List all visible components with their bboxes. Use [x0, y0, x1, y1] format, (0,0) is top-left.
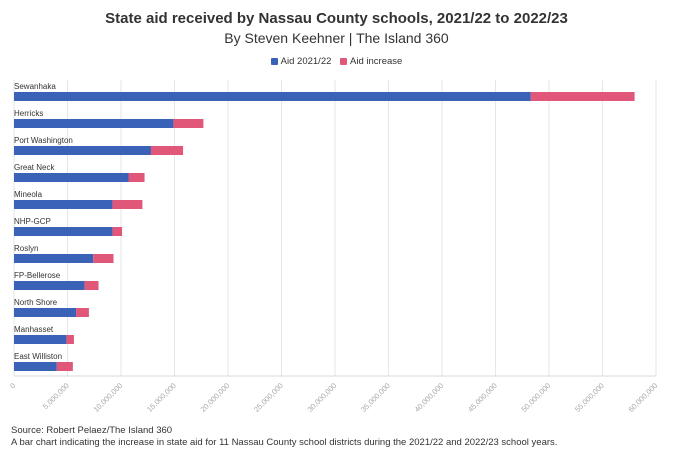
legend-label-aid: Aid 2021/22 [280, 56, 332, 67]
bar-aid-2021-22[interactable] [14, 173, 129, 182]
x-tick-label: 45,000,000 [466, 381, 499, 414]
bar-aid-increase[interactable] [56, 362, 73, 371]
bar-aid-2021-22[interactable] [14, 227, 113, 236]
legend-item-aid[interactable]: Aid 2021/22 [270, 56, 332, 67]
chart-subtitle: By Steven Keehner | The Island 360 [224, 30, 449, 46]
bar-aid-increase[interactable] [150, 146, 184, 155]
bar-aid-2021-22[interactable] [14, 254, 94, 263]
bar-chart: 0 5,000,000 10,000,000 15,000,000 20,000,000… [8, 80, 660, 414]
bar-aid-2021-22[interactable] [14, 200, 113, 209]
bar-aid-2021-22[interactable] [14, 146, 151, 155]
category-label: NHP-GCP [14, 217, 51, 226]
category-label: East Williston [14, 352, 62, 361]
category-label: North Shore [14, 298, 58, 307]
legend-item-increase[interactable]: Aid increase [340, 56, 402, 67]
bar-aid-2021-22[interactable] [14, 362, 57, 371]
source-note: Source: Robert Pelaez/The Island 360 [11, 425, 173, 436]
category-label: Roslyn [14, 244, 38, 253]
x-tick-label: 15,000,000 [145, 381, 178, 414]
category-label: FP-Bellerose [14, 271, 61, 280]
bar-aid-increase[interactable] [112, 200, 143, 209]
category-label: Sewanhaka [14, 82, 56, 91]
x-tick-label: 30,000,000 [306, 381, 339, 414]
bar-aid-2021-22[interactable] [14, 92, 531, 101]
bar-aid-2021-22[interactable] [14, 119, 174, 128]
bar-aid-increase[interactable] [173, 119, 204, 128]
x-tick-label: 55,000,000 [573, 381, 606, 414]
bar-aid-increase[interactable] [128, 173, 145, 182]
chart-title: State aid received by Nassau County scho… [105, 10, 568, 27]
legend-swatch-aid [270, 58, 278, 65]
bar-aid-increase[interactable] [66, 335, 74, 344]
chart-caption: A bar chart indicating the increase in s… [11, 437, 558, 448]
bar-aid-2021-22[interactable] [14, 308, 77, 317]
bar-aid-increase[interactable] [530, 92, 635, 101]
x-tick-label: 5,000,000 [41, 381, 71, 411]
x-tick-label: 35,000,000 [359, 381, 392, 414]
bar-aid-increase[interactable] [76, 308, 89, 317]
category-label: Mineola [14, 190, 43, 199]
x-tick-label: 50,000,000 [520, 381, 553, 414]
x-tick-label: 10,000,000 [92, 381, 125, 414]
category-label: Manhasset [14, 325, 54, 334]
x-tick-label: 60,000,000 [627, 381, 660, 414]
x-tick-label: 20,000,000 [199, 381, 232, 414]
bar-aid-increase[interactable] [84, 281, 99, 290]
x-tick-label: 40,000,000 [413, 381, 446, 414]
category-label: Herricks [14, 109, 43, 118]
category-label: Great Neck [14, 163, 55, 172]
bar-aid-increase[interactable] [93, 254, 114, 263]
category-label: Port Washington [14, 136, 73, 145]
chart-legend: Aid 2021/22 Aid increase [0, 56, 673, 68]
bar-aid-2021-22[interactable] [14, 281, 85, 290]
x-tick-label: 0 [8, 381, 17, 390]
bar-aid-increase[interactable] [112, 227, 123, 236]
x-tick-label: 25,000,000 [252, 381, 285, 414]
legend-swatch-increase [340, 58, 348, 65]
bar-aid-2021-22[interactable] [14, 335, 67, 344]
legend-label-increase: Aid increase [350, 56, 403, 67]
